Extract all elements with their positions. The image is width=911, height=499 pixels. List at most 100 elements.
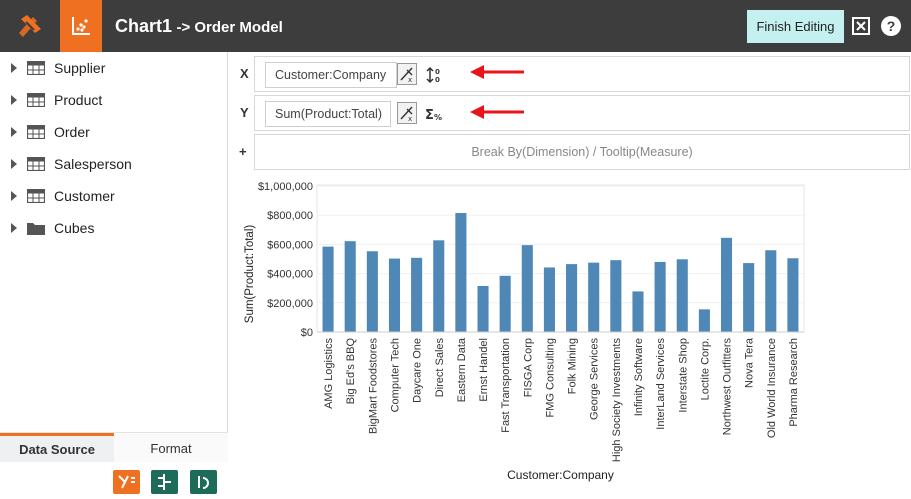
x-tick-label: InterLand Services <box>655 338 667 430</box>
expand-arrow-icon[interactable] <box>11 127 17 137</box>
tree-item-supplier[interactable]: Supplier <box>0 52 228 84</box>
bar[interactable] <box>388 258 401 332</box>
bar[interactable] <box>344 241 356 332</box>
bar[interactable] <box>566 264 578 332</box>
y-tick-label: $800,000 <box>267 210 313 222</box>
x-tick-label: Loctite Corp. <box>699 338 711 400</box>
x-tick-label: Fast Transportation <box>500 338 512 433</box>
svg-text:0: 0 <box>435 68 440 76</box>
page-title: Chart1 -> Order Model <box>115 0 283 52</box>
bar[interactable] <box>765 250 777 332</box>
edit-field-icon[interactable]: x <box>397 63 417 85</box>
bar[interactable] <box>720 237 733 332</box>
filter-icon[interactable] <box>151 470 178 494</box>
bar[interactable] <box>676 259 688 332</box>
expand-arrow-icon[interactable] <box>11 223 17 233</box>
y-shelf-box[interactable]: Sum(Product:Total) x Σ% <box>254 95 910 131</box>
expand-arrow-icon[interactable] <box>11 191 17 201</box>
y-shelf-label: Y <box>240 105 249 120</box>
y-tick-label: $400,000 <box>267 269 313 281</box>
bar[interactable] <box>477 286 489 332</box>
bar[interactable] <box>610 260 622 332</box>
x-tick-label: Folk Mining <box>567 338 579 394</box>
svg-text:x: x <box>408 115 412 123</box>
folder-icon <box>27 223 45 235</box>
data-source-panel: Supplier Product Order Salesperson Customer C… <box>0 52 228 494</box>
x-axis-label: Customer:Company <box>507 468 614 482</box>
bar[interactable] <box>366 251 378 332</box>
x-tick-label: FISGA Corp <box>522 338 534 397</box>
y-tick-label: $1,000,000 <box>258 181 313 193</box>
bar-chart: $0 $200,000 $400,000 $600,000 $800,000 $1,000… <box>244 181 805 482</box>
breakby-shelf-box[interactable]: Break By(Dimension) / Tooltip(Measure) <box>254 134 910 170</box>
edit-field-icon[interactable]: x <box>397 102 417 124</box>
bar[interactable] <box>499 275 511 332</box>
tree-item-product[interactable]: Product <box>0 84 228 116</box>
chart-type-icon[interactable] <box>60 0 102 52</box>
x-tick-label: Old World Insurance <box>766 338 778 438</box>
add-shelf-label: + <box>239 144 247 159</box>
bar[interactable] <box>743 263 755 332</box>
tab-data-source[interactable]: Data Source <box>0 433 114 463</box>
x-tick-label: Pharma Research <box>788 338 800 427</box>
bottom-toolbar <box>0 462 228 494</box>
x-tick-label: Computer Tech <box>389 338 401 412</box>
model-name: -> Order Model <box>176 19 283 36</box>
table-icon <box>27 189 45 203</box>
expand-arrow-icon[interactable] <box>11 63 17 73</box>
tree-item-label: Customer <box>54 188 115 204</box>
x-tick-label: Ernst Handel <box>478 338 490 402</box>
x-tick-label: High Society Investments <box>611 338 623 463</box>
tree-item-order[interactable]: Order <box>0 116 228 148</box>
table-icon <box>27 125 45 139</box>
bar[interactable] <box>632 291 644 332</box>
help-icon[interactable]: ? <box>881 16 901 36</box>
x-field-pill[interactable]: Customer:Company <box>265 62 397 88</box>
x-tick-label: BigMart Foodstores <box>367 338 379 434</box>
app-logo-icon[interactable] <box>0 0 60 52</box>
refresh-icon[interactable] <box>190 470 217 494</box>
x-tick-label: Northwest Outfitters <box>722 338 734 436</box>
bar[interactable] <box>787 258 799 332</box>
bar[interactable] <box>521 245 533 332</box>
y-shelf: Y Sum(Product:Total) x Σ% <box>229 94 911 132</box>
x-tick-label: FMG Consulting <box>544 338 556 417</box>
y-field-pill[interactable]: Sum(Product:Total) <box>265 101 391 127</box>
bar[interactable] <box>588 262 600 332</box>
bar[interactable] <box>654 261 666 332</box>
tree-item-customer[interactable]: Customer <box>0 180 228 212</box>
bar[interactable] <box>698 309 710 332</box>
expand-arrow-icon[interactable] <box>11 159 17 169</box>
x-tick-label: Daycare One <box>412 338 424 403</box>
x-tick-label: Interstate Shop <box>677 338 689 413</box>
bar[interactable] <box>322 246 334 332</box>
tree-item-label: Product <box>54 92 103 108</box>
bar[interactable] <box>411 257 423 332</box>
x-tick-label: Nova Tera <box>744 337 756 388</box>
bar[interactable] <box>433 240 445 332</box>
close-icon[interactable] <box>852 17 870 35</box>
table-icon <box>27 157 45 171</box>
x-shelf-label: X <box>240 66 249 81</box>
y-tick-label: $0 <box>301 327 313 339</box>
tree-item-label: Salesperson <box>54 156 132 172</box>
finish-editing-button[interactable]: Finish Editing <box>747 10 844 43</box>
aggregate-icon[interactable]: Σ% <box>425 105 443 126</box>
expand-arrow-icon[interactable] <box>11 95 17 105</box>
breakby-placeholder: Break By(Dimension) / Tooltip(Measure) <box>471 145 693 159</box>
svg-text:%: % <box>434 113 442 122</box>
svg-text:0: 0 <box>435 76 440 84</box>
tab-format[interactable]: Format <box>150 440 192 456</box>
y-axis-label: Sum(Product:Total) <box>244 225 256 324</box>
y-tick-label: $200,000 <box>267 298 313 310</box>
tree-item-salesperson[interactable]: Salesperson <box>0 148 228 180</box>
bar[interactable] <box>543 267 555 332</box>
tree-item-label: Supplier <box>54 60 106 76</box>
tree-item-cubes[interactable]: Cubes <box>0 212 228 244</box>
bar[interactable] <box>455 213 467 332</box>
chart-builder-icon[interactable] <box>113 470 140 494</box>
x-tick-label: AMG Logistics <box>323 338 335 409</box>
